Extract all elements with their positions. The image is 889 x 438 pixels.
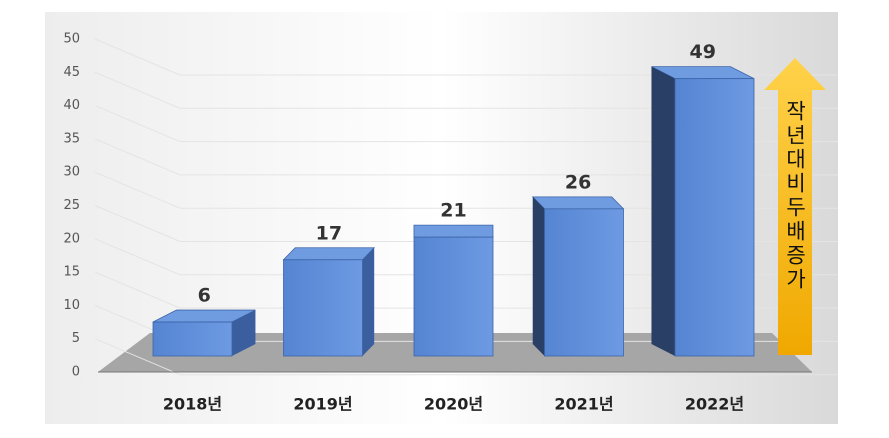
bar — [545, 209, 624, 356]
bar — [675, 79, 754, 356]
annotation: 작년대비두배증가 — [775, 100, 815, 292]
y-tick-label: 45 — [63, 65, 80, 80]
x-tick-label: 2022년 — [685, 395, 744, 414]
bar-side — [651, 67, 675, 356]
bar-side — [533, 197, 545, 356]
bar-top — [414, 225, 493, 237]
bar — [284, 260, 363, 356]
x-tick-label: 2019년 — [293, 395, 352, 414]
bar — [153, 322, 232, 356]
value-label: 17 — [316, 222, 342, 244]
annotation-box: 작년대비두배증가 — [775, 100, 815, 330]
bar — [414, 237, 493, 356]
bar-top — [533, 197, 624, 209]
value-label: 6 — [198, 285, 211, 307]
x-tick-label: 2018년 — [163, 395, 222, 414]
y-tick-label: 35 — [63, 131, 80, 146]
y-tick-label: 30 — [63, 165, 80, 180]
y-tick-label: 15 — [63, 265, 80, 280]
y-tick-label: 0 — [72, 365, 80, 380]
value-label: 26 — [565, 171, 591, 193]
x-tick-label: 2021년 — [554, 395, 613, 414]
value-label: 49 — [690, 41, 716, 63]
y-tick-label: 40 — [63, 98, 80, 113]
value-label: 21 — [440, 200, 466, 222]
y-tick-label: 5 — [72, 331, 80, 346]
y-tick-label: 50 — [63, 32, 80, 47]
y-tick-label: 25 — [63, 198, 80, 213]
y-tick-label: 10 — [63, 298, 80, 313]
bar-top — [284, 248, 375, 260]
x-tick-label: 2020년 — [424, 395, 483, 414]
y-tick-label: 20 — [63, 231, 80, 246]
bar-side — [363, 248, 375, 356]
